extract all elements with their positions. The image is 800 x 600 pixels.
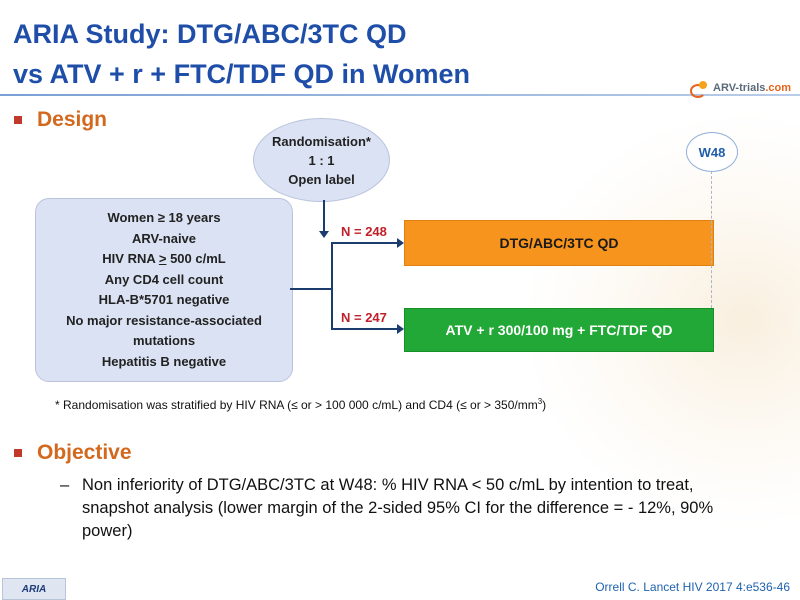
w48-timepoint-line <box>711 171 712 308</box>
down-arrow-icon <box>319 231 329 238</box>
right-arrow-icon <box>397 238 404 248</box>
criterion-hiv-rna: HIV RNA > 500 c/mL <box>102 251 226 266</box>
criterion-hepatitis: Hepatitis B negative <box>101 353 227 369</box>
arv-trials-logo: ARV-trials.com <box>690 78 791 98</box>
inclusion-criteria-box: Women ≥ 18 years ARV-naive HIV RNA > 500… <box>35 198 293 382</box>
lower-branch-connector <box>331 328 397 330</box>
dash-bullet: – <box>60 476 70 494</box>
objective-heading: Objective <box>14 441 132 465</box>
criterion-hla: HLA-B*5701 negative <box>98 292 230 307</box>
square-bullet-icon <box>14 449 22 457</box>
criterion-cd4: Any CD4 cell count <box>104 271 224 287</box>
criterion-women: Women ≥ 18 years <box>107 210 221 225</box>
arm-atv-ftc-tdf: ATV + r 300/100 mg + FTC/TDF QD <box>404 308 714 352</box>
criterion-arv-naive: ARV-naive <box>131 230 197 246</box>
title-line-2: vs ATV + r + FTC/TDF QD in Women <box>13 59 471 89</box>
criterion-resistance: No major resistance-associated <box>66 312 262 328</box>
randomisation-ratio: 1 : 1 <box>308 152 335 168</box>
randomisation-down-connector <box>323 200 325 232</box>
branch-vertical-connector <box>331 243 333 329</box>
logo-text: ARV-trials.com <box>713 82 792 94</box>
criteria-connector <box>290 288 332 290</box>
title-line-1: ARIA Study: DTG/ABC/3TC QD <box>13 19 407 49</box>
citation: Orrell C. Lancet HIV 2017 4:e536-46 <box>595 580 790 594</box>
randomisation-ellipse: Randomisation* 1 : 1 Open label <box>253 118 390 202</box>
randomisation-open-label: Open label <box>288 171 355 187</box>
upper-branch-connector <box>331 242 397 244</box>
square-bullet-icon <box>14 116 22 124</box>
objective-text: Non inferiority of DTG/ABC/3TC at W48: %… <box>82 476 714 540</box>
n-label-dtg: N = 248 <box>341 224 387 239</box>
w48-timepoint-marker: W48 <box>686 132 738 172</box>
criterion-resistance-cont: mutations <box>132 333 196 348</box>
objective-item: – Non inferiority of DTG/ABC/3TC at W48:… <box>60 474 760 543</box>
slide-title: ARIA Study: DTG/ABC/3TC QD vs ATV + r + … <box>13 14 573 94</box>
randomisation-label: Randomisation* <box>272 133 371 149</box>
right-arrow-icon <box>397 324 404 334</box>
n-label-atv: N = 247 <box>341 310 387 325</box>
study-badge: ARIA <box>2 578 66 600</box>
stratification-footnote: * Randomisation was stratified by HIV RN… <box>55 397 547 412</box>
title-divider <box>0 94 800 96</box>
arm-dtg-abc-3tc: DTG/ABC/3TC QD <box>404 220 714 266</box>
logo-mark-icon <box>690 81 710 98</box>
design-heading: Design <box>14 108 107 132</box>
